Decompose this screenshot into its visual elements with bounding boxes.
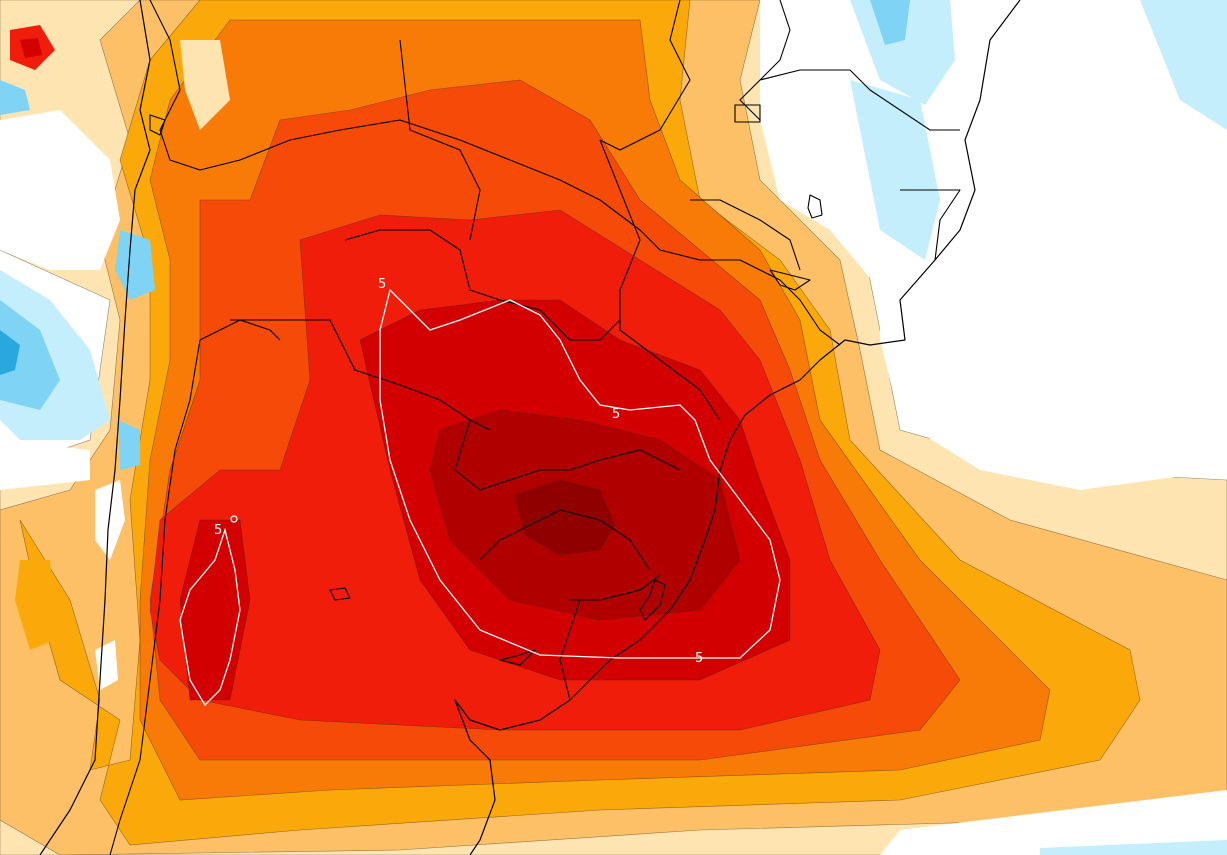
border-brazil-states-2 [599, 139, 721, 421]
neg-area-pacific-west-dark [0, 330, 20, 375]
border-uruguay-brazil [570, 574, 661, 601]
neg-area-atlantic-3 [1140, 0, 1227, 130]
border-argentina-chile [109, 339, 201, 855]
border-argentina-uruguay [479, 509, 651, 571]
neg-area-atlantic-1-dark [870, 0, 910, 45]
border-brazil-states-1 [399, 39, 481, 241]
coast-detail-rio [769, 269, 811, 291]
lake-patos [639, 579, 666, 621]
neg-area-andes [115, 230, 155, 300]
contour-label-south: 5 [695, 651, 703, 666]
lake-titicaca [149, 114, 166, 136]
spot-southwest-pacific [15, 560, 55, 650]
neg-area-andes-south [118, 420, 140, 470]
coast-detail-argentina [499, 649, 536, 666]
isoline-5-west [179, 527, 241, 707]
reservoir-east [734, 104, 761, 123]
hotspot-northwest-inner [20, 38, 42, 58]
neg-area-north-peru [0, 80, 30, 115]
border-brazil-bolivia [344, 229, 621, 341]
white-area-andes [95, 480, 125, 560]
island-atlantic [807, 194, 823, 219]
isoline-5-main [379, 288, 781, 659]
coastline-pacific [39, 0, 151, 855]
white-area-pacific [0, 110, 120, 270]
border-paraguay-argentina [454, 419, 681, 491]
border-brazil-states-4 [690, 199, 801, 271]
border-argentina-provinces-2 [559, 599, 581, 701]
contour-label-north: 5 [378, 277, 386, 292]
isoline-5-west-small [230, 515, 238, 523]
border-brazil-states-7 [599, 0, 691, 151]
neg-area-atlantic-2 [850, 80, 940, 260]
contour-labels: 5 5 5 5 [214, 277, 703, 666]
border-brazil-states-6 [759, 0, 791, 81]
isolines-5 [179, 288, 781, 707]
neg-area-south-edge [1040, 840, 1227, 855]
neg-area-atlantic-1 [850, 0, 955, 105]
border-bolivia-north [199, 119, 661, 251]
border-brazil-states-5 [739, 69, 960, 131]
border-peru-brazil [149, 0, 201, 171]
contour-label-west: 5 [214, 523, 222, 538]
white-area-southwest [0, 440, 90, 490]
neg-area-pacific-west-mid [0, 300, 60, 410]
coast-detail-chaco [329, 587, 351, 601]
border-bolivia-paraguay [230, 319, 491, 431]
border-brazil-states-3 [659, 249, 841, 346]
light-area-north-peru [180, 40, 230, 130]
white-area-south-edge [880, 790, 1227, 855]
coastline-atlantic [454, 0, 1021, 855]
border-brazil-states-8 [900, 189, 961, 261]
band-pos-9 [514, 479, 616, 556]
border-argentina-provinces-1 [199, 319, 281, 341]
contour-label-east: 5 [612, 407, 620, 422]
political-borders [39, 0, 1021, 855]
